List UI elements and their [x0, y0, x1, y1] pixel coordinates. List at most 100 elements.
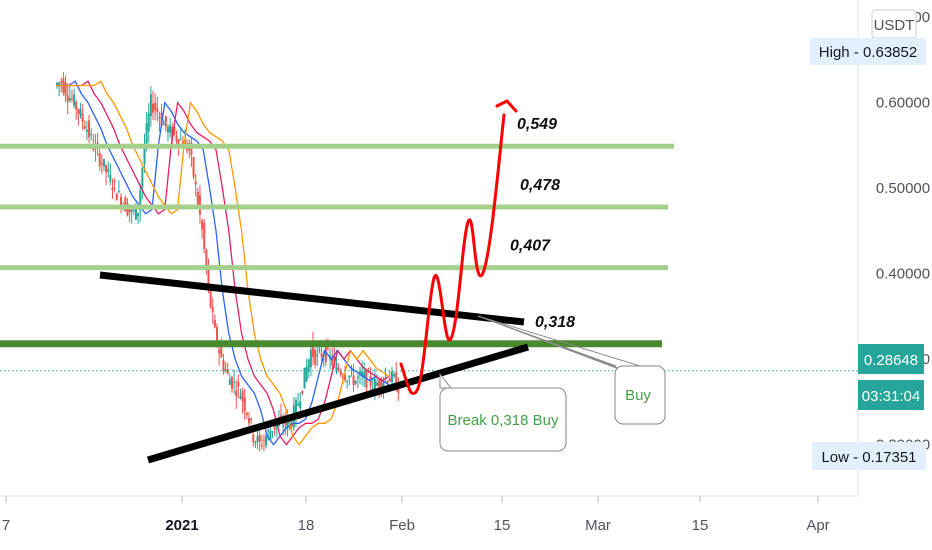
candle-body [237, 381, 240, 387]
candle-body [299, 401, 302, 409]
candle-body [348, 376, 351, 378]
candle-body [56, 83, 59, 86]
candle-body [134, 204, 137, 220]
candle-body [139, 190, 142, 211]
candle-body [194, 181, 197, 185]
moving-average-line [56, 80, 390, 446]
candle-body [376, 382, 379, 386]
high-label-box [810, 38, 926, 65]
level-label: 0,549 [517, 116, 557, 133]
candle-body [130, 209, 133, 212]
candle-body [220, 345, 223, 358]
candle-body [222, 359, 225, 371]
candle-body [250, 418, 253, 421]
callout-buy-text: Buy [625, 387, 651, 404]
candle-body [98, 152, 101, 167]
price-tick-label: 0.50000 [876, 180, 930, 197]
candle-body [301, 390, 304, 394]
callout-break-pointer [439, 372, 453, 389]
time-tick-label: Mar [585, 517, 611, 534]
price-tick-label: 0.40000 [876, 266, 930, 283]
candle-body [152, 103, 155, 113]
low-label-box [812, 442, 926, 470]
candle-body [124, 197, 127, 212]
candle-body [190, 143, 193, 155]
candle-body [254, 441, 257, 443]
price-axis-background[interactable] [858, 0, 932, 496]
candle-body [320, 353, 323, 357]
candle-body [258, 435, 261, 442]
candle-body [307, 359, 310, 372]
candle-body [58, 82, 61, 86]
callout-buy-leader [477, 315, 641, 367]
candle-body [273, 423, 276, 430]
candle-body [107, 168, 110, 172]
candle-body [81, 113, 84, 122]
candle-body [395, 372, 398, 391]
candle-body [111, 187, 114, 190]
candle-body [297, 403, 300, 406]
candle-body [75, 101, 78, 110]
candle-body [282, 425, 285, 427]
lower-trend-line[interactable] [147, 343, 529, 464]
candle-body [252, 434, 255, 443]
candle-body [147, 113, 150, 132]
level-label: 0,407 [510, 238, 551, 255]
candle-body [68, 97, 71, 101]
candle-body [100, 163, 103, 165]
candle-body [269, 431, 272, 441]
candle-body [309, 349, 312, 368]
candle-body [102, 158, 105, 167]
candle-body [228, 379, 231, 385]
candle-body [149, 94, 152, 117]
time-tick-label: Apr [806, 517, 829, 534]
candle-body [350, 369, 353, 371]
callout-break-box[interactable] [439, 387, 567, 452]
candle-body [314, 349, 317, 365]
candle-body [171, 126, 174, 140]
candle-body [280, 415, 283, 419]
candle-body [156, 108, 159, 113]
candle-body [333, 356, 336, 361]
candle-body [373, 378, 376, 390]
candle-body [382, 382, 385, 388]
candle-body [286, 416, 289, 429]
candle-body [141, 168, 144, 188]
level-label: 0,318 [535, 314, 575, 331]
candle-body [70, 98, 73, 100]
candle-body [235, 390, 238, 397]
candle-body [109, 174, 112, 182]
candle-body [60, 81, 63, 83]
candle-body [256, 436, 259, 443]
candle-body [318, 349, 321, 352]
candle-body [305, 366, 308, 381]
candle-body [113, 181, 116, 183]
candle-body [341, 376, 344, 378]
candles-layer [56, 72, 400, 452]
candle-body [77, 109, 80, 114]
candle-body [224, 369, 227, 371]
upper-trend-line[interactable] [99, 271, 525, 326]
candle-body [83, 125, 86, 129]
forecast-path[interactable] [399, 113, 506, 395]
candle-body [312, 342, 315, 357]
moving-average-line [56, 80, 390, 446]
candle-body [335, 362, 338, 373]
candle-body [209, 288, 212, 307]
candle-body [166, 127, 169, 133]
candle-body [196, 191, 199, 205]
level-label: 0,478 [520, 177, 560, 194]
candle-body [361, 371, 364, 377]
candle-body [192, 157, 195, 177]
time-axis-ticks: 7 2021 18 Feb 15 Mar 15 Apr [2, 496, 830, 534]
callout-buy-box[interactable] [614, 365, 666, 425]
countdown-box [858, 380, 924, 410]
currency-tag: USDT [874, 17, 915, 34]
candle-body [326, 347, 329, 349]
candle-body [380, 379, 383, 390]
candle-body [160, 112, 163, 126]
candle-body [207, 265, 210, 287]
callout-buy-leader-2 [477, 315, 617, 367]
moving-average-line [56, 80, 390, 446]
